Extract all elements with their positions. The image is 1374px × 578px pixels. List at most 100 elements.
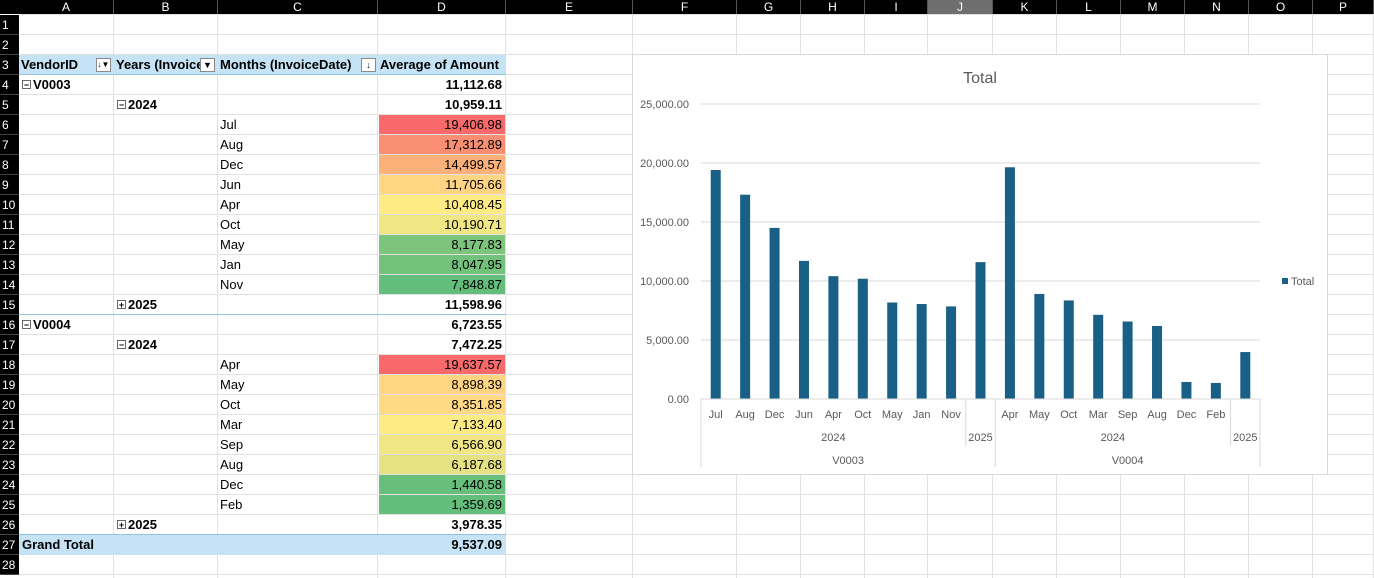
- row-header-16[interactable]: 16: [0, 315, 19, 335]
- row-header-9[interactable]: 9: [0, 175, 19, 195]
- column-header-n[interactable]: N: [1185, 0, 1249, 14]
- column-header-l[interactable]: L: [1057, 0, 1121, 14]
- pivot-month-label[interactable]: Jan: [220, 257, 241, 272]
- pivot-vendor-label[interactable]: − V0003: [22, 75, 114, 95]
- row-header-27[interactable]: 27: [0, 535, 19, 555]
- pivot-value-cell[interactable]: 6,723.55: [451, 317, 502, 332]
- collapse-icon[interactable]: −: [22, 320, 31, 330]
- grand-total-label[interactable]: Grand Total: [22, 537, 94, 552]
- pivot-month-label[interactable]: Aug: [220, 137, 244, 152]
- years-filter-button[interactable]: ▼: [200, 58, 215, 72]
- pivot-value-cell[interactable]: 7,848.87: [379, 275, 505, 294]
- column-header-p[interactable]: P: [1313, 0, 1374, 14]
- row-header-22[interactable]: 22: [0, 435, 19, 455]
- pivot-year-label[interactable]: −2024: [117, 335, 217, 355]
- pivot-month-label[interactable]: Nov: [220, 277, 244, 292]
- pivot-year-label[interactable]: +2025: [117, 295, 217, 315]
- pivot-value-cell[interactable]: 8,351.85: [379, 395, 505, 414]
- row-header-1[interactable]: 1: [0, 15, 19, 35]
- column-header-b[interactable]: B: [114, 0, 218, 14]
- pivot-value-cell[interactable]: 19,406.98: [379, 115, 505, 134]
- column-header-c[interactable]: C: [218, 0, 378, 14]
- pivot-month-label[interactable]: Sep: [220, 437, 244, 452]
- row-header-13[interactable]: 13: [0, 255, 19, 275]
- pivot-month-label[interactable]: Jun: [220, 177, 241, 192]
- pivot-header-months[interactable]: Months (InvoiceDate): [220, 57, 352, 72]
- row-header-26[interactable]: 26: [0, 515, 19, 535]
- row-header-6[interactable]: 6: [0, 115, 19, 135]
- pivot-value-cell[interactable]: 11,705.66: [379, 175, 505, 194]
- pivot-month-label[interactable]: Jul: [220, 117, 237, 132]
- row-header-21[interactable]: 21: [0, 415, 19, 435]
- select-all-corner[interactable]: [0, 0, 19, 14]
- pivot-value-cell[interactable]: 19,637.57: [379, 355, 505, 374]
- pivot-header-years[interactable]: Years (InvoiceDate): [116, 57, 200, 72]
- column-header-f[interactable]: F: [633, 0, 737, 14]
- pivot-value-cell[interactable]: 8,177.83: [379, 235, 505, 254]
- row-header-15[interactable]: 15: [0, 295, 19, 315]
- expand-icon[interactable]: +: [117, 520, 126, 530]
- row-header-3[interactable]: 3: [0, 55, 19, 75]
- column-header-j[interactable]: J: [928, 0, 993, 14]
- column-header-d[interactable]: D: [378, 0, 506, 14]
- row-header-11[interactable]: 11: [0, 215, 19, 235]
- pivot-value-cell[interactable]: 3,978.35: [451, 517, 502, 532]
- pivot-value-cell[interactable]: 17,312.89: [379, 135, 505, 154]
- pivot-value-cell[interactable]: 11,112.68: [445, 77, 502, 92]
- pivot-month-label[interactable]: Oct: [220, 217, 241, 232]
- row-header-4[interactable]: 4: [0, 75, 19, 95]
- months-sort-button[interactable]: ↓: [361, 58, 376, 72]
- pivot-year-label[interactable]: −2024: [117, 95, 217, 115]
- pivot-value-cell[interactable]: 10,408.45: [379, 195, 505, 214]
- row-header-20[interactable]: 20: [0, 395, 19, 415]
- collapse-icon[interactable]: −: [22, 80, 31, 90]
- collapse-icon[interactable]: −: [117, 100, 126, 110]
- pivot-month-label[interactable]: Aug: [220, 457, 244, 472]
- pivot-value-cell[interactable]: 10,959.11: [444, 97, 502, 112]
- pivot-value-cell[interactable]: 8,898.39: [379, 375, 505, 394]
- row-header-2[interactable]: 2: [0, 35, 19, 55]
- row-header-28[interactable]: 28: [0, 555, 19, 575]
- row-header-14[interactable]: 14: [0, 275, 19, 295]
- column-header-k[interactable]: K: [993, 0, 1057, 14]
- row-header-12[interactable]: 12: [0, 235, 19, 255]
- row-header-17[interactable]: 17: [0, 335, 19, 355]
- row-header-18[interactable]: 18: [0, 355, 19, 375]
- pivot-value-cell[interactable]: 8,047.95: [379, 255, 505, 274]
- collapse-icon[interactable]: −: [117, 340, 126, 350]
- pivot-month-label[interactable]: May: [220, 377, 245, 392]
- pivot-value-cell[interactable]: 7,472.25: [451, 337, 502, 352]
- pivot-chart[interactable]: Total 0.00 5,000.00 10,000.00 15,000.00 20,00…: [632, 54, 1328, 475]
- vendor-filter-sort-button[interactable]: ↓▼: [96, 58, 111, 72]
- row-header-25[interactable]: 25: [0, 495, 19, 515]
- row-header-19[interactable]: 19: [0, 375, 19, 395]
- row-header-23[interactable]: 23: [0, 455, 19, 475]
- pivot-value-cell[interactable]: 14,499.57: [379, 155, 505, 174]
- pivot-header-vendorid[interactable]: VendorID: [21, 57, 79, 72]
- row-header-5[interactable]: 5: [0, 95, 19, 115]
- row-header-7[interactable]: 7: [0, 135, 19, 155]
- column-header-a[interactable]: A: [19, 0, 114, 14]
- pivot-value-cell[interactable]: 10,190.71: [379, 215, 505, 234]
- pivot-month-label[interactable]: May: [220, 237, 245, 252]
- pivot-month-label[interactable]: Oct: [220, 397, 241, 412]
- pivot-value-cell[interactable]: 11,598.96: [444, 297, 502, 312]
- pivot-value-cell[interactable]: 7,133.40: [379, 415, 505, 434]
- pivot-value-cell[interactable]: 6,187.68: [379, 455, 505, 474]
- column-header-m[interactable]: M: [1121, 0, 1185, 14]
- pivot-month-label[interactable]: Mar: [220, 417, 243, 432]
- row-header-24[interactable]: 24: [0, 475, 19, 495]
- pivot-month-label[interactable]: Feb: [220, 497, 243, 512]
- expand-icon[interactable]: +: [117, 300, 126, 310]
- pivot-vendor-label[interactable]: − V0004: [22, 315, 114, 335]
- pivot-value-cell[interactable]: 1,440.58: [379, 475, 505, 494]
- row-header-10[interactable]: 10: [0, 195, 19, 215]
- row-header-8[interactable]: 8: [0, 155, 19, 175]
- pivot-month-label[interactable]: Dec: [220, 477, 244, 492]
- pivot-month-label[interactable]: Apr: [220, 357, 241, 372]
- column-header-o[interactable]: O: [1249, 0, 1313, 14]
- column-header-i[interactable]: I: [865, 0, 928, 14]
- pivot-year-label[interactable]: +2025: [117, 515, 217, 535]
- pivot-header-average[interactable]: Average of Amount: [380, 57, 499, 72]
- pivot-value-cell[interactable]: 6,566.90: [379, 435, 505, 454]
